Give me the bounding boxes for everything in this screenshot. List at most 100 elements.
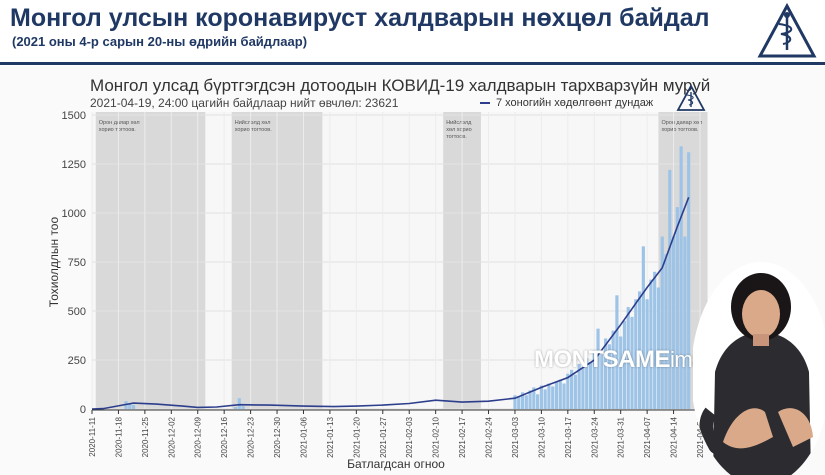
case-bar	[679, 146, 683, 410]
case-bar	[128, 403, 132, 409]
lockdown-label: хорио тогтоов.	[99, 127, 136, 133]
case-bar	[675, 207, 679, 409]
x-tick-label: 2020-12-09	[194, 416, 203, 457]
case-bar	[577, 363, 581, 409]
legend-line-swatch	[480, 102, 490, 104]
case-bar	[607, 344, 611, 409]
lockdown-label: Орон даяар хөл	[661, 120, 702, 126]
x-tick-label: 2021-02-03	[405, 416, 414, 457]
lockdown-label: Нийслэлд	[446, 119, 472, 126]
case-bar	[656, 287, 661, 409]
y-tick-label: 250	[68, 355, 86, 367]
y-tick-label: 1500	[62, 110, 86, 122]
chart-title: Монгол улсад бүртгэгдсэн дотоодын КОВИД-…	[90, 76, 711, 95]
case-bar	[517, 396, 521, 409]
case-bar	[566, 373, 570, 409]
case-bar	[233, 407, 238, 409]
x-tick-label: 2021-02-10	[432, 416, 441, 457]
x-tick-label: 2021-04-07	[643, 416, 652, 457]
lockdown-region	[95, 112, 206, 409]
case-bar	[543, 389, 547, 409]
case-bar	[687, 152, 691, 410]
lockdown-label: хорио тогтоов.	[235, 127, 272, 133]
lockdown-label: хорио тогтоов.	[661, 127, 698, 133]
page-header: Монгол улсын коронавируст халдварын нөхц…	[0, 0, 825, 65]
case-bar	[619, 336, 623, 409]
x-tick-label: 2020-12-02	[167, 416, 176, 457]
medical-emblem-icon	[757, 2, 817, 58]
x-tick-label: 2020-12-16	[220, 416, 229, 457]
case-bar	[649, 279, 653, 409]
x-tick-label: 2020-12-23	[247, 416, 256, 457]
case-bar	[532, 387, 536, 409]
case-bar	[611, 330, 615, 409]
case-bar	[671, 236, 676, 409]
x-tick-label: 2020-12-30	[273, 416, 282, 457]
case-bar	[524, 395, 528, 409]
page-title: Монгол улсын коронавируст халдварын нөхц…	[10, 4, 710, 32]
x-tick-label: 2021-03-10	[537, 416, 546, 457]
case-bar	[562, 383, 566, 409]
x-tick-label: 2021-03-17	[564, 416, 573, 457]
case-bar	[653, 271, 657, 409]
moving-average-line	[91, 197, 690, 410]
case-bar	[551, 386, 555, 409]
x-tick-label: 2020-11-25	[141, 416, 150, 457]
legend-label: 7 хоногийн хөдөлгөөнт дундаж	[496, 97, 654, 109]
case-bar	[554, 381, 559, 409]
case-bar	[131, 405, 136, 409]
case-bar	[622, 320, 627, 409]
case-bar	[615, 295, 619, 409]
x-tick-label: 2021-01-27	[379, 416, 388, 457]
x-tick-label: 2021-01-13	[326, 416, 335, 457]
case-bar	[626, 307, 630, 409]
x-axis-label: Батлагдсан огноо	[347, 457, 445, 471]
case-bar	[536, 394, 540, 409]
case-bar	[520, 392, 525, 409]
x-tick-label: 2021-03-03	[511, 416, 520, 457]
x-tick-label: 2021-04-14	[670, 416, 679, 457]
case-bar	[645, 299, 649, 409]
y-tick-label: 1000	[62, 208, 86, 220]
case-bar	[668, 169, 672, 409]
case-bar	[539, 385, 543, 409]
case-bar	[570, 369, 574, 409]
watermark-brand: MONTSAME	[534, 346, 671, 373]
chart-medical-emblem-icon	[676, 84, 706, 111]
y-tick-label: 750	[68, 257, 86, 269]
lockdown-label: тогтоов.	[446, 134, 467, 140]
case-bar	[513, 395, 517, 409]
case-bar	[592, 350, 596, 409]
case-bar	[547, 383, 551, 409]
x-tick-label: 2021-01-06	[299, 416, 308, 457]
chart-subtitle: 2021-04-19, 24:00 цагийн байдлаар нийт ө…	[90, 96, 399, 110]
case-bar	[241, 406, 245, 409]
x-tick-label: 2020-11-11	[88, 416, 97, 456]
x-tick-label: 2021-02-24	[485, 416, 494, 457]
case-bar	[573, 374, 577, 409]
case-bar	[237, 398, 241, 409]
case-bar	[600, 354, 604, 409]
case-bar	[604, 338, 608, 409]
lockdown-label: Орон даяар хөл	[99, 120, 140, 126]
chart-legend: 7 хоногийн хөдөлгөөнт дундаж	[480, 97, 653, 109]
x-tick-label: 2021-02-17	[458, 416, 467, 457]
case-bar	[664, 254, 668, 409]
page-subtitle: (2021 оны 4-р сарын 20-ны өдрийн байдлаа…	[12, 34, 308, 49]
x-tick-label: 2021-01-20	[352, 416, 361, 457]
case-bar	[596, 328, 600, 409]
case-bar	[528, 390, 532, 409]
case-bar	[585, 358, 589, 409]
x-tick-label: 2020-11-18	[114, 416, 123, 457]
x-tick-label: 2021-03-24	[590, 416, 599, 457]
case-bar	[637, 291, 642, 409]
case-bar	[683, 236, 687, 409]
y-axis-label: Тохиолдлын тоо	[47, 217, 61, 308]
lockdown-label: Нийслэлд хөл	[235, 119, 271, 126]
header-divider	[0, 62, 825, 65]
case-bar	[588, 361, 593, 409]
case-bar	[641, 246, 645, 409]
case-bar	[581, 367, 585, 409]
y-tick-label: 500	[68, 306, 86, 318]
